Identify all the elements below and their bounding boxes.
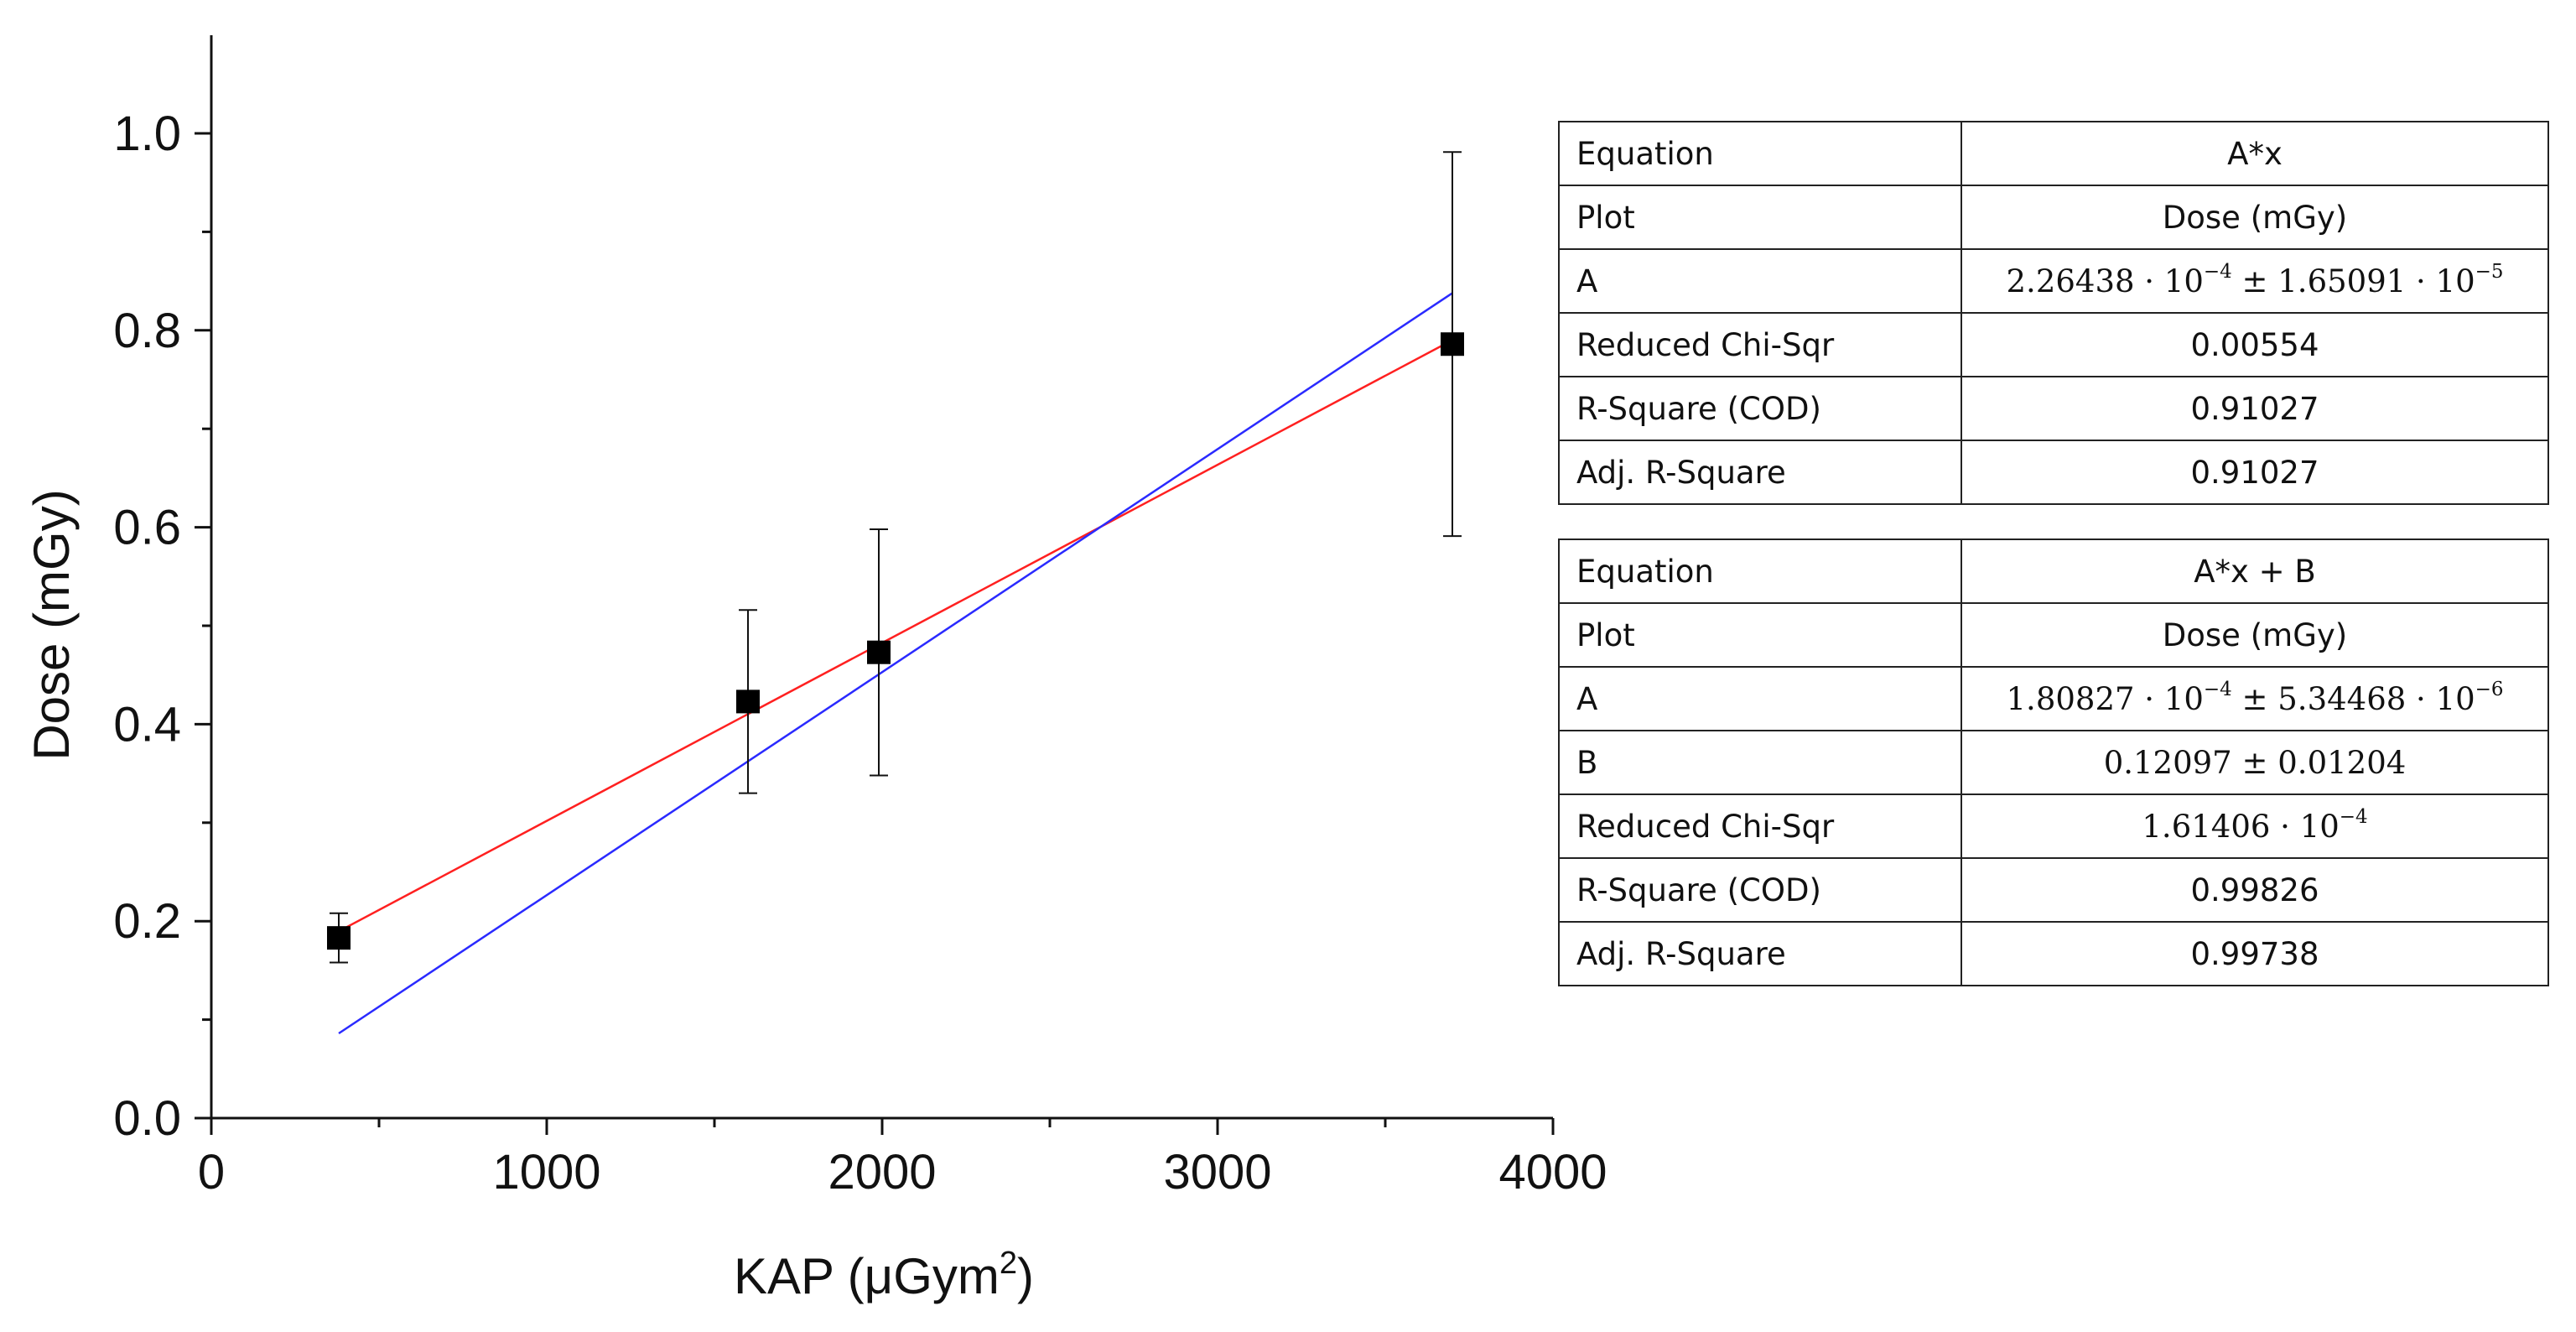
fit-param-label: A [1558,248,1962,314]
fit-param-value: 2.26438 · 10−4 ± 1.65091 · 10−5 [1961,248,2549,314]
fit-param-label: Equation [1558,121,1962,186]
y-tick-label: 0.2 [113,894,181,949]
y-tick-label: 0.4 [113,697,181,752]
y-tick-label: 0.6 [113,501,181,555]
fit-line-a-x [338,292,1453,1035]
x-tick-label: 0 [198,1145,225,1199]
fit-table-row: Reduced Chi-Sqr 1.61406 · 10−4 [1558,793,2549,859]
fit-param-value: 0.91027 [1961,376,2549,441]
error-bars [330,151,1462,964]
fit-table-row: R-Square (COD) 0.99826 [1558,857,2549,923]
fit-param-value: Dose (mGy) [1961,602,2549,668]
x-tick-label: 2000 [828,1145,936,1199]
fit-param-value: 1.61406 · 10−4 [1961,793,2549,859]
fit-table-row: A 2.26438 · 10−4 ± 1.65091 · 10−5 [1558,248,2549,314]
fit-param-value: 0.12097 ± 0.01204 [1961,730,2549,795]
fit-table-row: Plot Dose (mGy) [1558,602,2549,668]
fit-param-value: 0.99826 [1961,857,2549,923]
data-point [1441,332,1464,356]
y-tick-label: 0.0 [113,1091,181,1146]
x-tick-label: 4000 [1498,1145,1607,1199]
x-tick-label: 3000 [1163,1145,1271,1199]
fit-param-value: Dose (mGy) [1961,185,2549,250]
fit-param-label: Plot [1558,602,1962,668]
fit-lines [338,292,1453,1035]
ticks [195,132,1555,1135]
fit-param-label: Plot [1558,185,1962,250]
y-tick-label: 1.0 [113,107,181,161]
fit-param-value: 0.99738 [1961,921,2549,986]
axes [210,35,1553,1120]
fit-param-label: R-Square (COD) [1558,857,1962,923]
fit-param-value: 1.80827 · 10−4 ± 5.34468 · 10−6 [1961,666,2549,731]
fit-table-row: Reduced Chi-Sqr 0.00554 [1558,312,2549,377]
fit-line-a-x-plus-b [338,339,1453,933]
fit-param-value: 0.91027 [1961,440,2549,505]
x-tick-label: 1000 [492,1145,600,1199]
fit-table-row: Equation A*x + B [1558,539,2549,604]
x-axis-label: KAP (μGym2) [734,1246,1034,1304]
fit-param-label: Equation [1558,539,1962,604]
fit-table-row: A 1.80827 · 10−4 ± 5.34468 · 10−6 [1558,666,2549,731]
fit-table-row: Plot Dose (mGy) [1558,185,2549,250]
data-point [867,640,891,664]
data-points [327,332,1464,950]
fit-param-value: A*x + B [1961,539,2549,604]
fit-param-label: A [1558,666,1962,731]
tick-labels: 0.0 0.2 0.4 0.6 0.8 1.0 0 1000 2000 3000 4000 [113,107,1607,1199]
fit-table-linear-with-intercept: Equation A*x + B Plot Dose (mGy) A 1.80827 · … [1558,539,2549,986]
fit-table-row: R-Square (COD) 0.91027 [1558,376,2549,441]
fit-param-label: Reduced Chi-Sqr [1558,312,1962,377]
data-point [736,689,760,714]
fit-table-row: Equation A*x [1558,121,2549,186]
fit-table-row: B 0.12097 ± 0.01204 [1558,730,2549,795]
fit-table-row: Adj. R-Square 0.99738 [1558,921,2549,986]
fit-param-label: Adj. R-Square [1558,921,1962,986]
y-axis-label: Dose (mGy) [23,489,80,760]
fit-param-value: A*x [1961,121,2549,186]
fit-table-linear-through-origin: Equation A*x Plot Dose (mGy) A 2.26438 · 10−4… [1558,121,2549,505]
fit-param-value: 0.00554 [1961,312,2549,377]
fit-param-label: Reduced Chi-Sqr [1558,793,1962,859]
y-tick-label: 0.8 [113,304,181,358]
fit-param-label: Adj. R-Square [1558,440,1962,505]
data-point [327,926,351,950]
fit-param-label: B [1558,730,1962,795]
fit-param-label: R-Square (COD) [1558,376,1962,441]
fit-table-row: Adj. R-Square 0.91027 [1558,440,2549,505]
